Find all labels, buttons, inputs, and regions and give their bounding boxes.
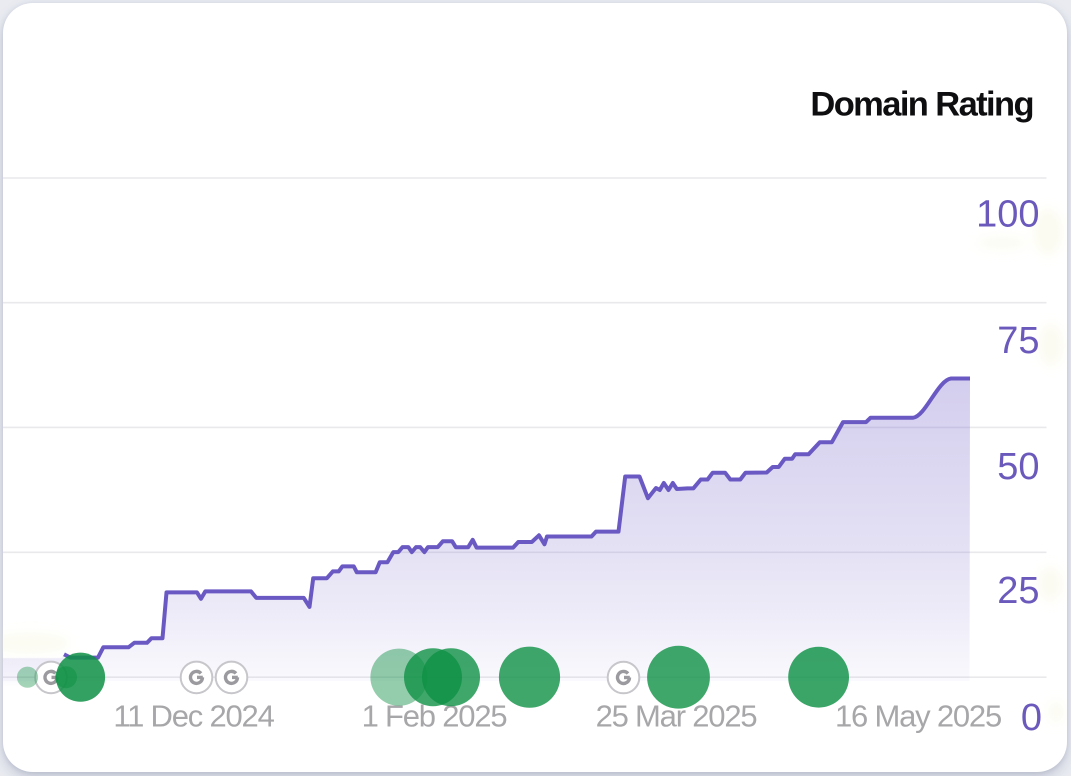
svg-text:16 May 2025: 16 May 2025 bbox=[835, 699, 1001, 734]
svg-text:75: 75 bbox=[997, 320, 1039, 362]
svg-text:0: 0 bbox=[1021, 697, 1042, 739]
svg-text:100: 100 bbox=[976, 194, 1039, 236]
svg-text:Domain Rating: Domain Rating bbox=[810, 86, 1033, 124]
svg-text:25: 25 bbox=[997, 570, 1039, 612]
svg-text:50: 50 bbox=[997, 446, 1039, 488]
svg-text:11 Dec 2024: 11 Dec 2024 bbox=[113, 699, 274, 734]
